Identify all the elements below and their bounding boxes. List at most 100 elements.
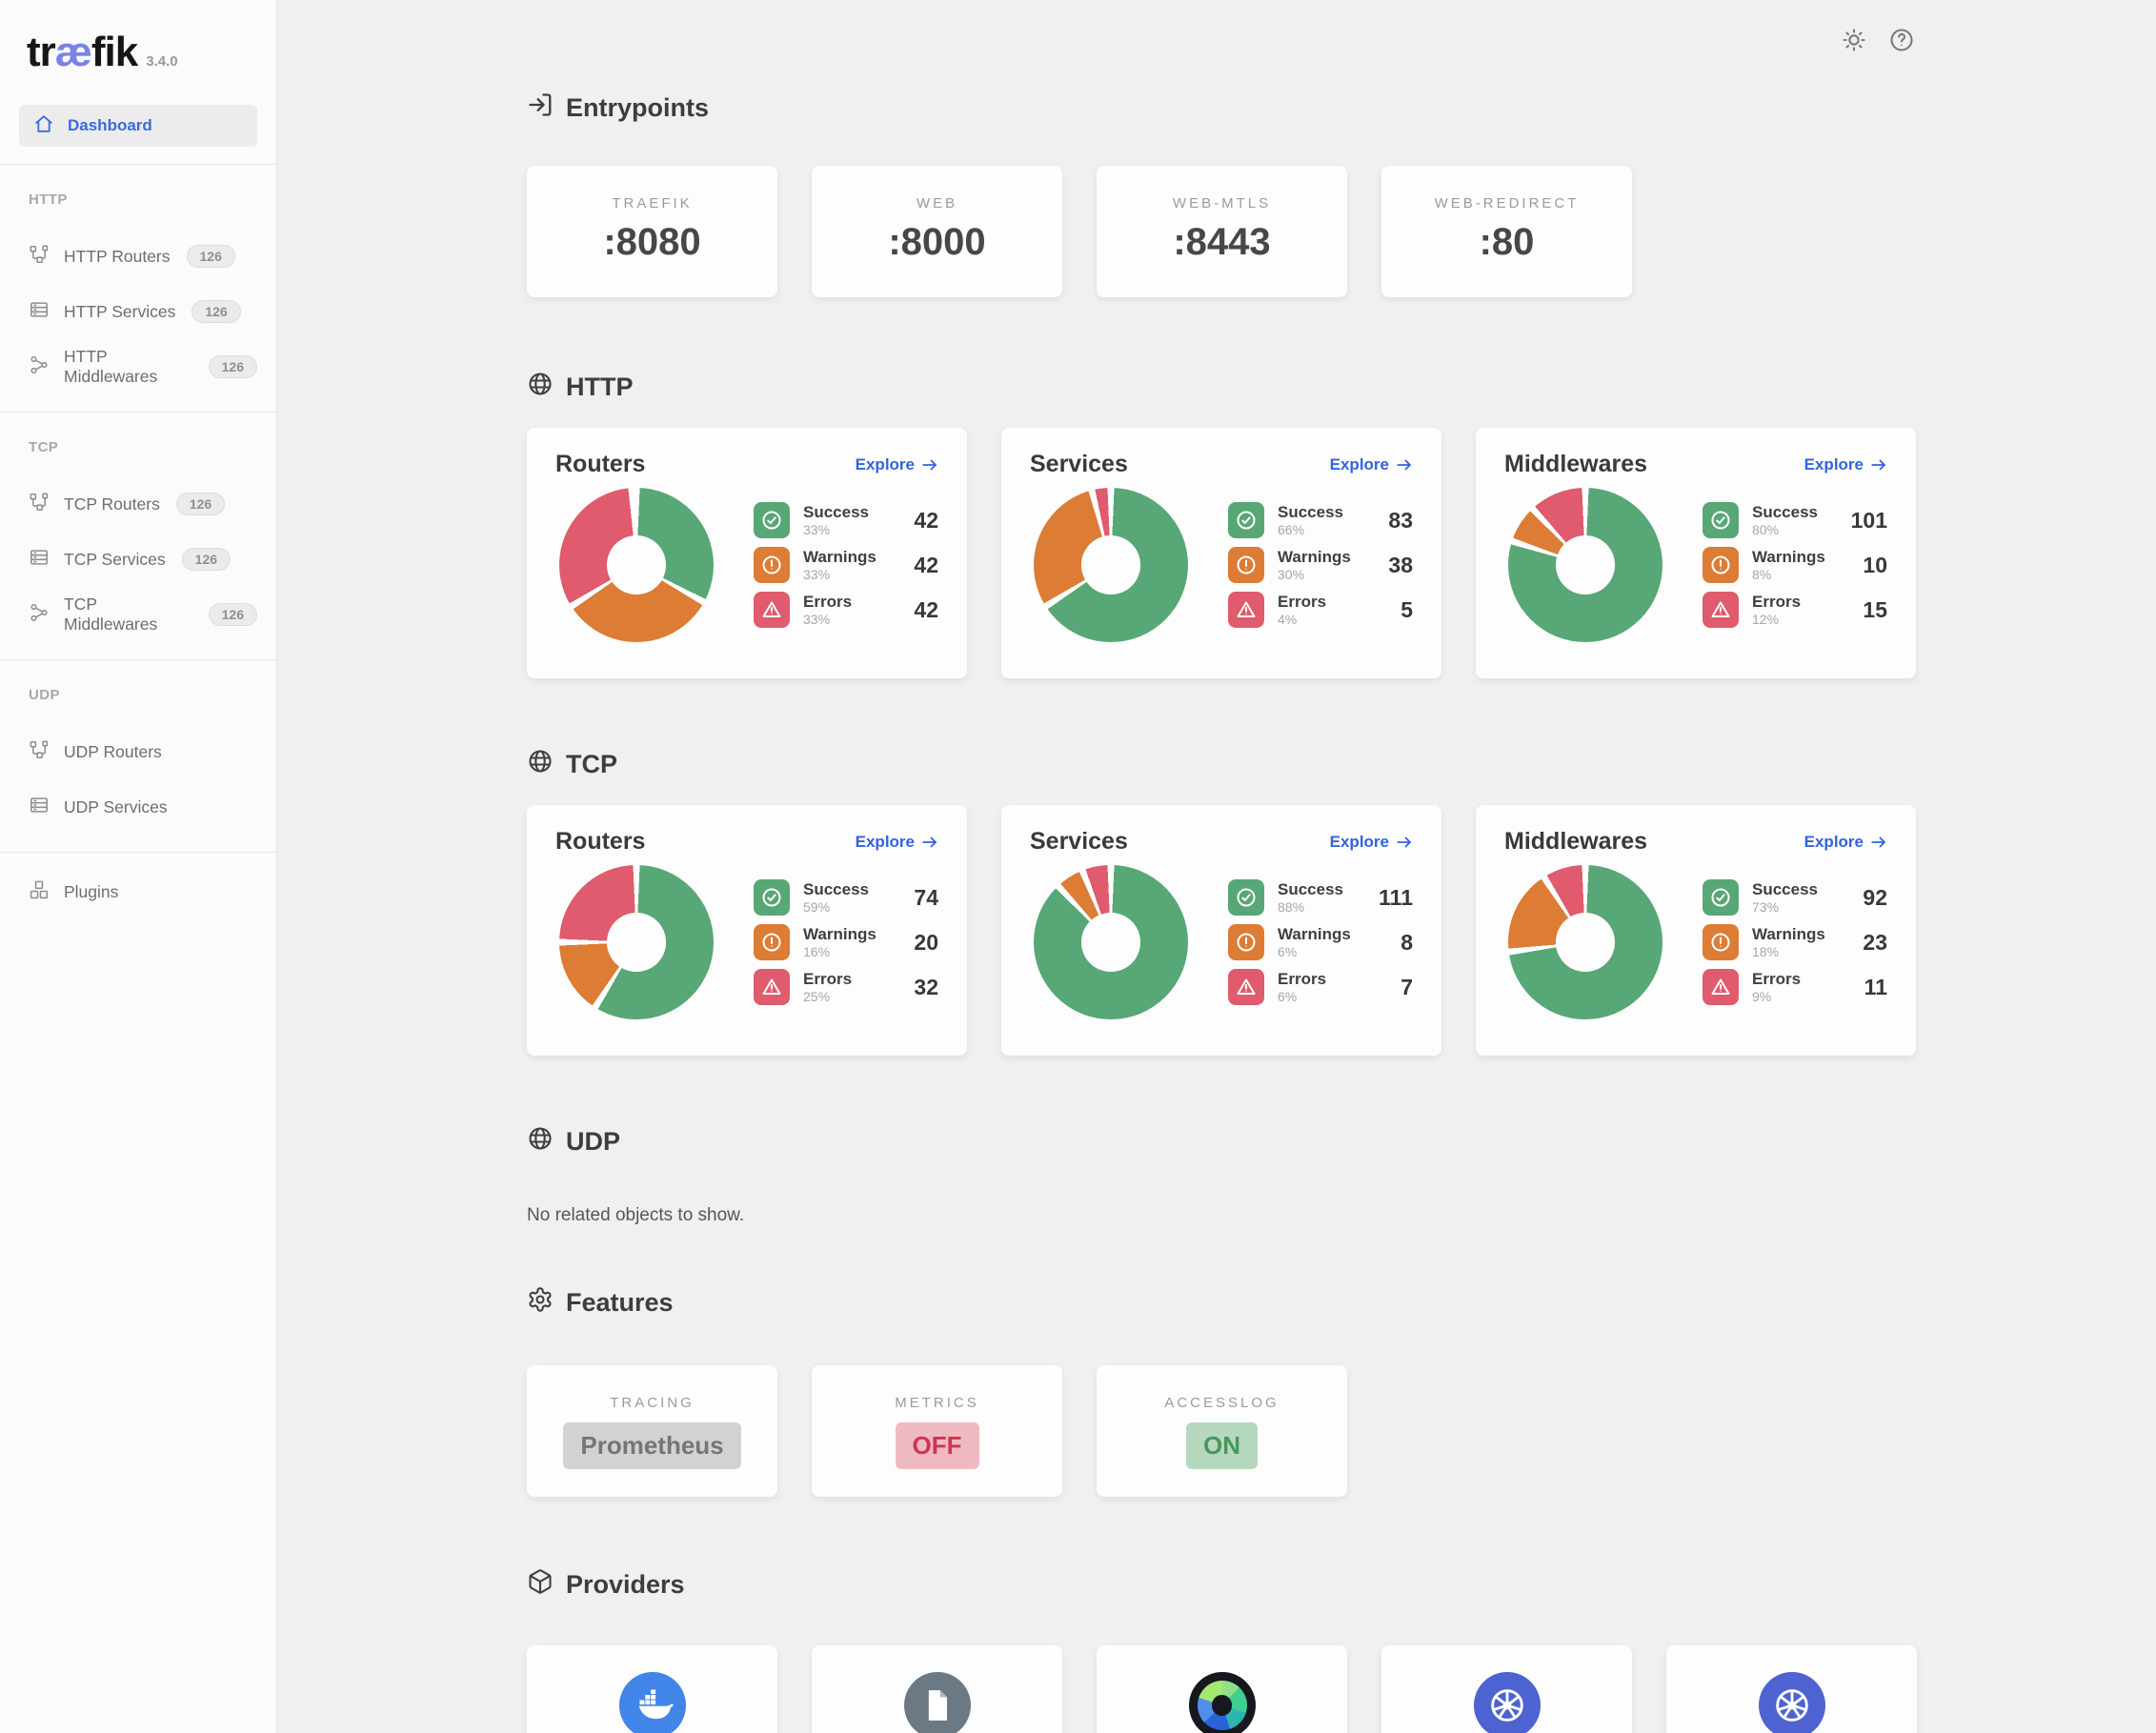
entrypoint-port: :8080 [603,221,701,263]
sidebar-item-http-services[interactable]: HTTP Services 126 [0,284,276,339]
explore-link[interactable]: Explore [1330,833,1413,852]
entrypoint-card-web: WEB :8000 [812,166,1062,297]
feature-value-badge: OFF [895,1422,979,1469]
warning-icon [1228,924,1264,960]
stat-success: Success 88% 111 [1228,879,1413,916]
error-icon [1228,969,1264,1005]
error-icon [1228,592,1264,628]
features-cards: TRACING Prometheus METRICS OFF ACCESSLOG… [527,1365,2156,1497]
success-icon [1703,502,1739,538]
explore-link[interactable]: Explore [1804,833,1887,852]
count-badge: 126 [186,245,235,268]
donut-chart [1034,488,1188,642]
provider-card-kubernetes-crd: KubernetesCRD [1666,1645,1917,1733]
http-heading: HTTP [527,371,2156,404]
sidebar-item-udp-services[interactable]: UDP Services [0,779,276,835]
sidebar-divider [0,852,276,853]
login-icon [527,91,554,125]
package-icon [527,1568,554,1602]
sidebar-group-http: HTTP [29,191,68,208]
donut-chart [1508,865,1662,1019]
udp-heading: UDP [527,1125,2156,1159]
arrow-right-icon [1871,459,1885,470]
arrow-right-icon [922,836,937,847]
explore-link[interactable]: Explore [856,455,938,474]
app-logo: træfik 3.4.0 [0,0,276,76]
tcp-cards: Routers Explore Success 59% 74 Warnings 16… [527,805,2156,1056]
feature-card-accesslog: ACCESSLOG ON [1097,1365,1347,1497]
card-title: Services [1030,828,1128,855]
tcp-middlewares-card: Middlewares Explore Success 73% 92 Warnin… [1476,805,1916,1056]
error-icon [754,592,790,628]
services-icon [29,299,50,325]
provider-card-file: File [812,1645,1062,1733]
entrypoint-card-web-mtls: WEB-MTLS :8443 [1097,166,1347,297]
services-icon [29,795,50,820]
http-cards: Routers Explore Success 33% 42 Warnings 33… [527,428,2156,678]
stat-warnings: Warnings 33% 42 [754,547,938,583]
entrypoints-cards: TRAEFIK :8080 WEB :8000 WEB-MTLS :8443 W… [527,166,2156,297]
stat-success: Success 33% 42 [754,502,938,538]
stat-errors: Errors 4% 5 [1228,592,1413,628]
app-version: 3.4.0 [146,53,178,70]
globe-icon [527,371,554,404]
sidebar-item-http-middlewares[interactable]: HTTP Middlewares 126 [0,339,276,394]
sidebar-group-tcp: TCP [29,439,59,455]
sidebar-item-dashboard[interactable]: Dashboard [19,105,257,147]
stat-errors: Errors 33% 42 [754,592,938,628]
stat-warnings: Warnings 30% 38 [1228,547,1413,583]
sidebar: træfik 3.4.0 Dashboard HTTP HTTP Routers… [0,0,277,1733]
sidebar-item-udp-routers[interactable]: UDP Routers [0,724,276,779]
count-badge: 126 [181,548,232,571]
marathon-icon [1188,1672,1256,1733]
routers-icon [29,492,50,517]
globe-icon [527,1125,554,1159]
arrow-right-icon [1871,836,1885,847]
stat-warnings: Warnings 18% 23 [1703,924,1887,960]
http-services-card: Services Explore Success 66% 83 Warnings 3… [1001,428,1441,678]
sidebar-item-tcp-services[interactable]: TCP Services 126 [0,532,276,587]
help-icon[interactable] [1888,27,1915,58]
warning-icon [1703,924,1739,960]
middlewares-icon [29,354,50,380]
middlewares-icon [29,602,50,628]
card-title: Services [1030,451,1128,477]
sidebar-item-plugins[interactable]: Plugins [0,864,276,919]
success-icon [1228,879,1264,916]
donut-chart [1034,865,1188,1019]
sidebar-divider [0,164,276,165]
error-icon [754,969,790,1005]
stat-errors: Errors 9% 11 [1703,969,1887,1005]
file-icon [903,1672,971,1733]
theme-toggle-icon[interactable] [1841,27,1867,58]
count-badge: 126 [175,493,226,515]
feature-value-badge: ON [1186,1422,1258,1469]
stat-warnings: Warnings 16% 20 [754,924,938,960]
stat-success: Success 66% 83 [1228,502,1413,538]
main-content: Entrypoints TRAEFIK :8080 WEB :8000 WEB-… [277,0,2156,1733]
sidebar-divider [0,659,276,660]
explore-link[interactable]: Explore [856,833,938,852]
arrow-right-icon [922,459,937,470]
entrypoint-card-traefik: TRAEFIK :8080 [527,166,777,297]
card-title: Middlewares [1504,451,1648,477]
card-title: Middlewares [1504,828,1648,855]
topbar [1841,27,1915,58]
entrypoint-port: :8000 [888,221,986,263]
stat-errors: Errors 25% 32 [754,969,938,1005]
warning-icon [1228,547,1264,583]
sidebar-item-http-routers[interactable]: HTTP Routers 126 [0,229,276,284]
sidebar-group-udp: UDP [29,687,60,703]
explore-link[interactable]: Explore [1330,455,1413,474]
sidebar-item-tcp-routers[interactable]: TCP Routers 126 [0,476,276,532]
error-icon [1703,969,1739,1005]
stat-success: Success 80% 101 [1703,502,1887,538]
sidebar-item-tcp-middlewares[interactable]: TCP Middlewares 126 [0,587,276,642]
count-badge: 126 [191,300,241,323]
stat-success: Success 73% 92 [1703,879,1887,916]
donut-chart [559,488,714,642]
provider-card-docker: Docker [527,1645,777,1733]
routers-icon [29,739,50,765]
success-icon [754,879,790,916]
explore-link[interactable]: Explore [1804,455,1887,474]
